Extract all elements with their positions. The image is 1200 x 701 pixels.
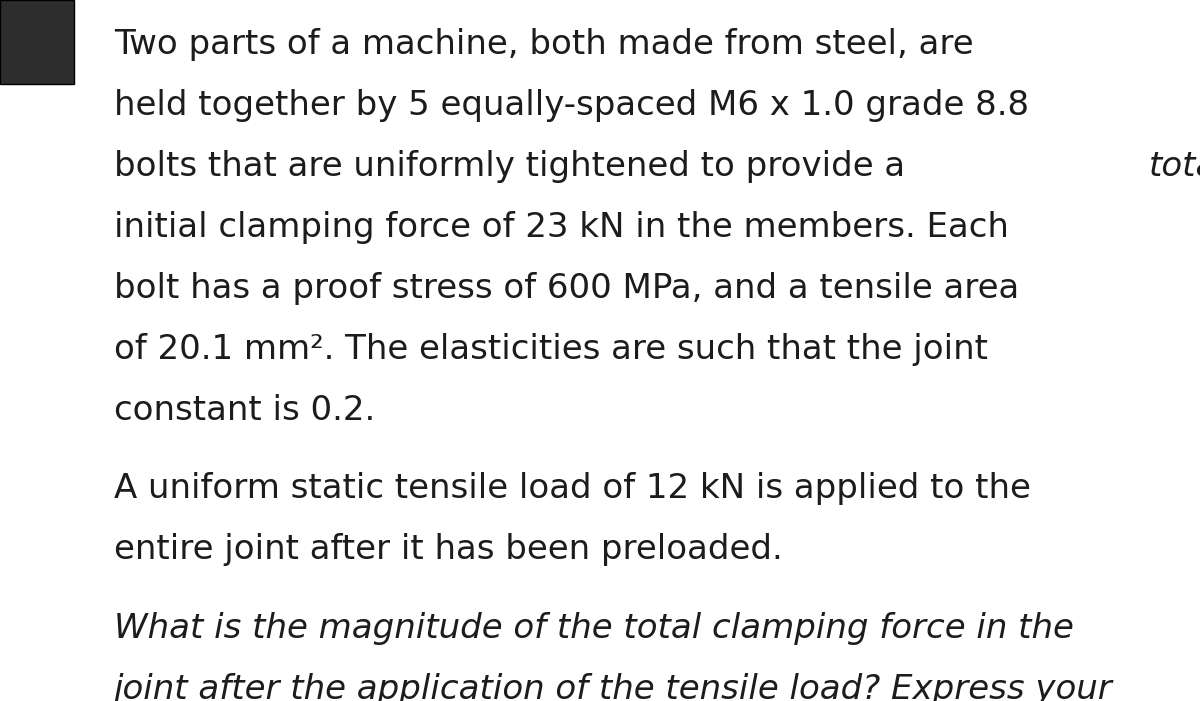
Text: bolt has a proof stress of 600 MPa, and a tensile area: bolt has a proof stress of 600 MPa, and … [114,272,1019,305]
Text: constant is 0.2.: constant is 0.2. [114,394,376,427]
Text: What is the magnitude of the total clamping force in the: What is the magnitude of the total clamp… [114,612,1074,645]
Text: total: total [1148,150,1200,183]
Text: entire joint after it has been preloaded.: entire joint after it has been preloaded… [114,533,782,566]
Text: held together by 5 equally-spaced M6 x 1.0 grade 8.8: held together by 5 equally-spaced M6 x 1… [114,89,1030,122]
Text: initial clamping force of 23 kN in the members. Each: initial clamping force of 23 kN in the m… [114,211,1009,244]
Text: A uniform static tensile load of 12 kN is applied to the: A uniform static tensile load of 12 kN i… [114,472,1031,505]
Text: Two parts of a machine, both made from steel, are: Two parts of a machine, both made from s… [114,28,973,61]
Text: bolts that are uniformly tightened to provide a: bolts that are uniformly tightened to pr… [114,150,916,183]
Text: of 20.1 mm². The elasticities are such that the joint: of 20.1 mm². The elasticities are such t… [114,333,988,366]
Text: joint after the application of the tensile load? Express your: joint after the application of the tensi… [114,673,1112,701]
